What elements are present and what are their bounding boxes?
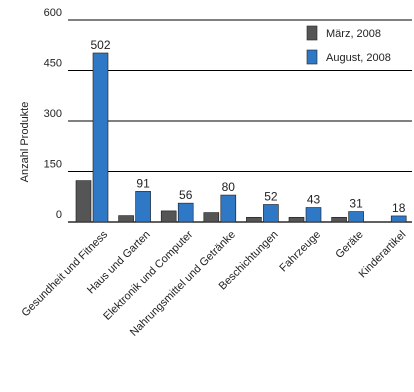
data-label: 91 (136, 176, 150, 190)
y-axis-title: Anzahl Produkte (19, 102, 31, 183)
bar-march-2 (160, 210, 177, 223)
data-label: 43 (307, 193, 321, 207)
data-label: 56 (179, 188, 193, 202)
bar-august-6 (348, 211, 364, 223)
x-category-label: Geräte (333, 229, 365, 261)
bars (75, 52, 407, 223)
x-category-label: Gesundheit und Fitness (19, 228, 110, 319)
legend-label-march: März, 2008 (326, 28, 381, 40)
bar-august-7 (390, 215, 407, 223)
x-category-label: Fahrzeuge (277, 229, 323, 275)
bar-march-1 (118, 215, 134, 223)
y-tick-label: 150 (44, 159, 62, 171)
bar-march-4 (246, 216, 262, 223)
legend-swatch-march (306, 25, 318, 41)
data-label: 80 (222, 180, 236, 194)
value-labels: 502 91 56 80 52 43 31 18 (90, 38, 405, 215)
bar-august-3 (220, 194, 237, 223)
legend-label-august: August, 2008 (326, 52, 391, 64)
legend-swatch-august (306, 49, 318, 65)
y-tick-label: 0 (56, 209, 62, 221)
bar-august-4 (263, 204, 279, 223)
y-tick-label: 300 (44, 108, 62, 120)
y-tick-label: 600 (44, 7, 62, 19)
gridlines (68, 19, 412, 223)
bar-march-0 (75, 180, 92, 223)
y-tick-label: 450 (44, 58, 62, 70)
bar-march-5 (288, 216, 305, 223)
y-tick-labels: 0 150 300 450 600 (44, 7, 62, 221)
bar-march-3 (203, 212, 220, 223)
bar-august-5 (305, 207, 322, 223)
legend: März, 2008 August, 2008 (306, 25, 391, 65)
data-label: 31 (349, 197, 363, 211)
bar-august-1 (135, 191, 151, 223)
data-label: 52 (264, 189, 278, 203)
bar-march-6 (331, 216, 347, 223)
bar-august-2 (177, 202, 194, 223)
data-label: 502 (90, 38, 110, 52)
bar-august-0 (92, 52, 109, 223)
data-label: 18 (392, 201, 406, 215)
